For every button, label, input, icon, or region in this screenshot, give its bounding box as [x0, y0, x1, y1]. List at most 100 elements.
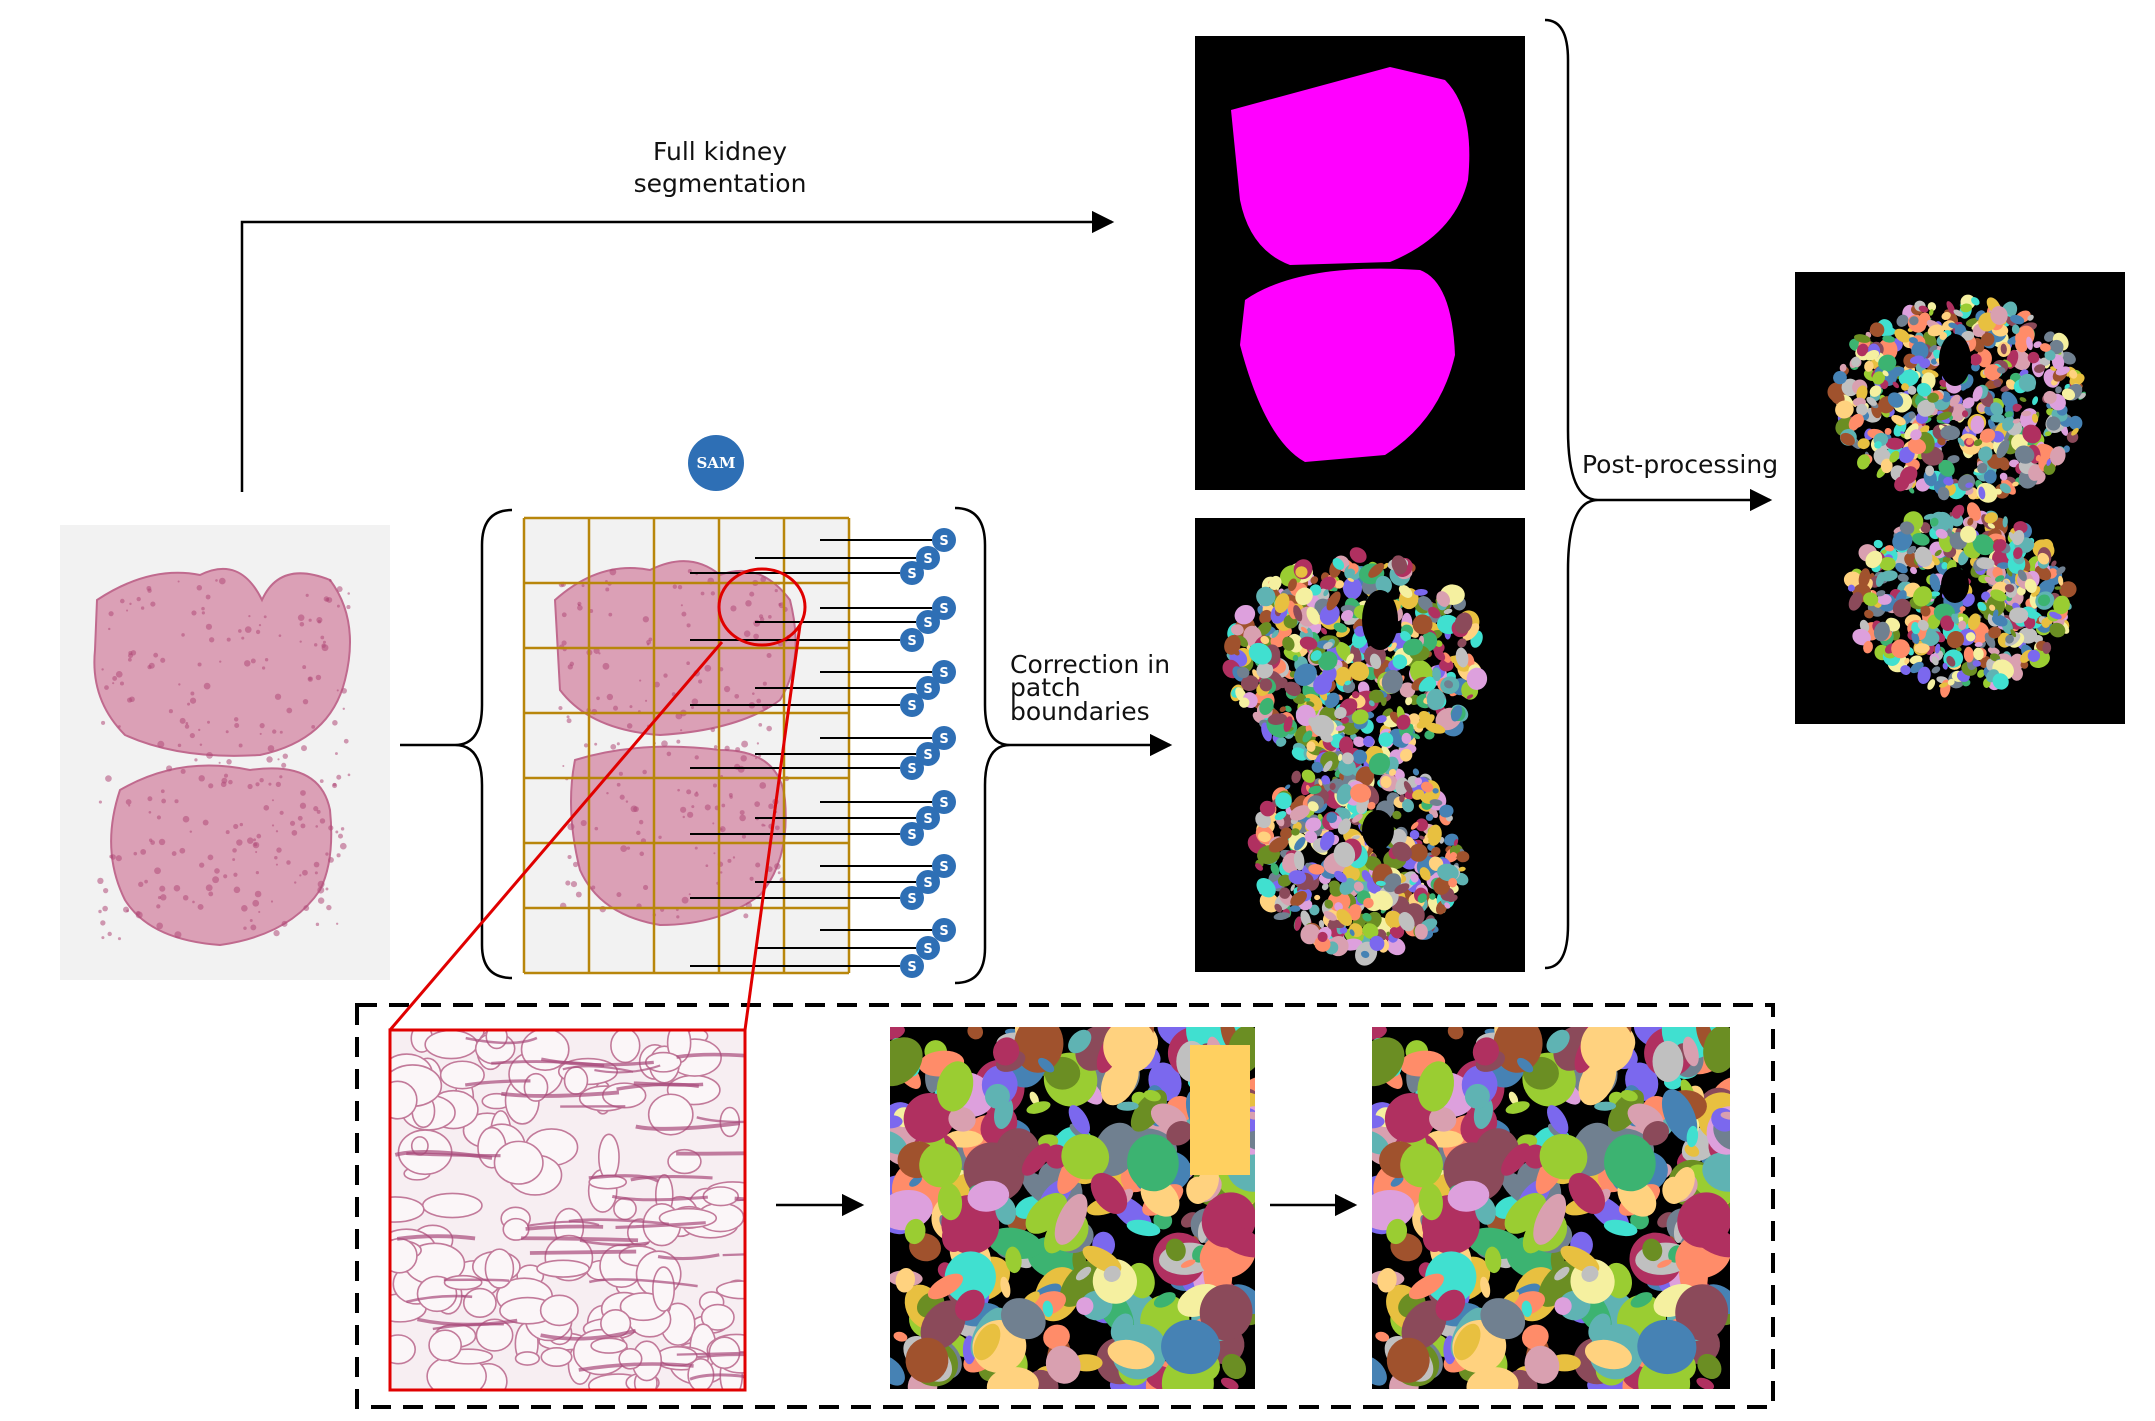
stroma-strand [525, 1224, 604, 1231]
segment-blob [1351, 835, 1360, 840]
segment-blob [1350, 783, 1372, 803]
segment-blob [1324, 784, 1332, 790]
cell-outline [462, 1287, 497, 1318]
tissue-speckle [244, 660, 251, 667]
stroma-strand [579, 1239, 649, 1247]
segment-blob [1863, 640, 1873, 654]
segment-blob [1864, 360, 1874, 372]
segment-blob [1911, 341, 1929, 361]
tissue-speckle [594, 826, 599, 831]
segment-blob [2004, 316, 2017, 327]
segment-blob [1448, 877, 1458, 888]
segment-blob [1848, 591, 1863, 611]
tissue-speckle [239, 822, 243, 827]
segment-blob [1294, 837, 1306, 851]
tissue-speckle [743, 630, 751, 637]
segment-blob [1901, 383, 1909, 391]
segment-blob [1409, 843, 1428, 862]
segment-blob [1972, 660, 1981, 667]
cell-segment [1480, 1276, 1491, 1298]
tissue-speckle [759, 617, 765, 622]
segment-blob [1415, 818, 1429, 832]
s-badge-label: S [923, 812, 932, 827]
segment-blob [2004, 584, 2015, 593]
segment-blob [1323, 760, 1333, 773]
segment-blob [1375, 575, 1392, 594]
stroma-strand [594, 1064, 661, 1074]
segment-blob [1362, 923, 1379, 939]
segment-blob [1455, 647, 1469, 668]
tissue-speckle [115, 855, 122, 862]
tissue-speckle [626, 723, 633, 729]
segment-blob [1349, 904, 1362, 917]
tissue-speckle [112, 682, 115, 685]
cell-segment [1103, 1027, 1157, 1074]
cell-outline [390, 1080, 418, 1120]
segment-blob [1302, 730, 1313, 743]
tissue-speckle [199, 862, 205, 868]
cell-outline [540, 1347, 573, 1368]
tissue-speckle [710, 591, 715, 596]
cell-segment [1682, 1036, 1699, 1067]
segment-blob [1429, 799, 1443, 806]
tissue-speckle [279, 730, 283, 734]
cell-outline [390, 1237, 418, 1274]
segment-blob [1282, 636, 1295, 651]
tissue-speckle [677, 788, 680, 792]
cell-segment [1103, 1265, 1121, 1282]
segment-blob [1310, 576, 1319, 584]
segment-blob [1880, 458, 1893, 474]
segment-blob [1294, 916, 1302, 931]
tissue-speckle [259, 723, 265, 729]
segment-blob [1284, 784, 1291, 790]
tissue-speckle [275, 781, 281, 788]
cell-segment [1630, 1292, 1653, 1308]
segment-blob [1375, 880, 1386, 886]
tissue-speckle [160, 789, 165, 794]
cell-segment [1014, 1027, 1064, 1073]
segment-blob [1884, 427, 1892, 435]
tissue-speckle [342, 707, 345, 710]
segment-blob [2052, 354, 2065, 370]
s-badge-label: S [939, 860, 948, 875]
tissue-speckle [694, 792, 699, 797]
segment-blob [2006, 567, 2013, 577]
segment-blob [1369, 935, 1385, 951]
segment-blob [1234, 604, 1256, 625]
segment-blob [1318, 919, 1325, 928]
hilum-gap [1362, 590, 1398, 650]
segment-blob [1308, 717, 1318, 728]
tissue-speckle [672, 584, 677, 589]
tissue-speckle [572, 861, 579, 868]
patch-segments [1222, 547, 1488, 966]
cell-segment [1594, 1101, 1617, 1111]
segment-blob [1961, 410, 1969, 418]
segment-blob [1454, 612, 1473, 634]
cell-segment [1447, 1180, 1490, 1212]
segment-blob [1977, 669, 1985, 678]
segment-blob [1430, 847, 1441, 857]
sam-instance-icon [916, 610, 940, 634]
segment-blob [1329, 883, 1343, 897]
segment-blob [1419, 867, 1431, 881]
zoom-connector-left [388, 641, 724, 1031]
tissue-speckle [191, 610, 197, 616]
s-badge-label: S [907, 828, 916, 843]
tissue-speckle [730, 605, 737, 612]
tissue-speckle [605, 587, 610, 592]
segment-blob [1920, 522, 1931, 534]
segment-blob [1317, 931, 1328, 943]
tissue-speckle [753, 619, 761, 627]
segment-blob [2049, 339, 2064, 355]
full-kidney-mask-panel [1195, 36, 1525, 490]
segment-blob [1232, 647, 1240, 656]
segment-blob [2019, 397, 2027, 402]
tissue-speckle [577, 601, 582, 606]
tissue-speckle [194, 758, 198, 762]
segment-blob [1360, 950, 1370, 958]
tissue-speckle [677, 584, 683, 590]
segment-blob [1939, 379, 1948, 388]
segment-blob [1306, 741, 1316, 752]
segment-blob [1273, 912, 1290, 921]
segment-blob [1907, 438, 1927, 455]
